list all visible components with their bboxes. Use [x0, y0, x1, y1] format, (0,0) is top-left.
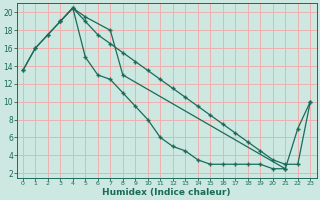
X-axis label: Humidex (Indice chaleur): Humidex (Indice chaleur)	[102, 188, 231, 197]
